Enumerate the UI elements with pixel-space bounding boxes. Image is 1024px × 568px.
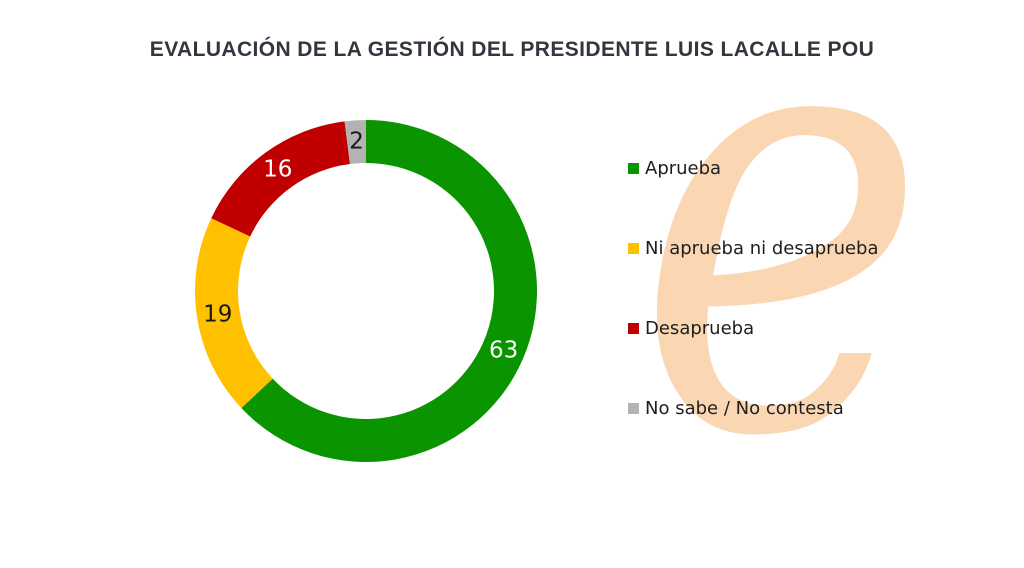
donut-segment-2	[211, 121, 350, 237]
chart-title: EVALUACIÓN DE LA GESTIÓN DEL PRESIDENTE …	[149, 38, 875, 61]
legend-swatch-ni-aprueba-ni-desaprueba	[628, 242, 639, 254]
chart-canvas: EVALUACIÓN DE LA GESTIÓN DEL PRESIDENTE …	[149, 0, 928, 519]
legend-swatch-desaprueba	[628, 322, 639, 334]
donut-data-label-3: 2	[349, 128, 364, 154]
legend-item-ni-aprueba-ni-desaprueba: Ni aprueba ni desaprueba	[628, 237, 879, 259]
legend-item-no-sabe-no-contesta: No sabe / No contesta	[628, 397, 879, 419]
legend-label-aprueba: Aprueba	[645, 157, 722, 179]
legend-swatch-no-sabe-no-contesta	[628, 402, 639, 414]
legend-item-aprueba: Aprueba	[628, 157, 879, 179]
donut-segment-0	[241, 120, 537, 462]
donut-data-label-2: 16	[263, 157, 292, 183]
donut-data-label-0: 63	[489, 338, 518, 364]
chart-legend: Aprueba Ni aprueba ni desaprueba Desapru…	[628, 157, 879, 419]
donut-segment-3	[344, 120, 366, 165]
legend-label-ni-aprueba-ni-desaprueba: Ni aprueba ni desaprueba	[645, 237, 879, 259]
legend-label-desaprueba: Desaprueba	[645, 317, 755, 339]
legend-label-no-sabe-no-contesta: No sabe / No contesta	[645, 397, 844, 419]
donut-chart: 63 19 16 2	[195, 120, 537, 462]
legend-swatch-aprueba	[628, 162, 639, 174]
legend-item-desaprueba: Desaprueba	[628, 317, 879, 339]
donut-segment-1	[195, 218, 273, 409]
donut-data-label-1: 19	[203, 302, 232, 328]
